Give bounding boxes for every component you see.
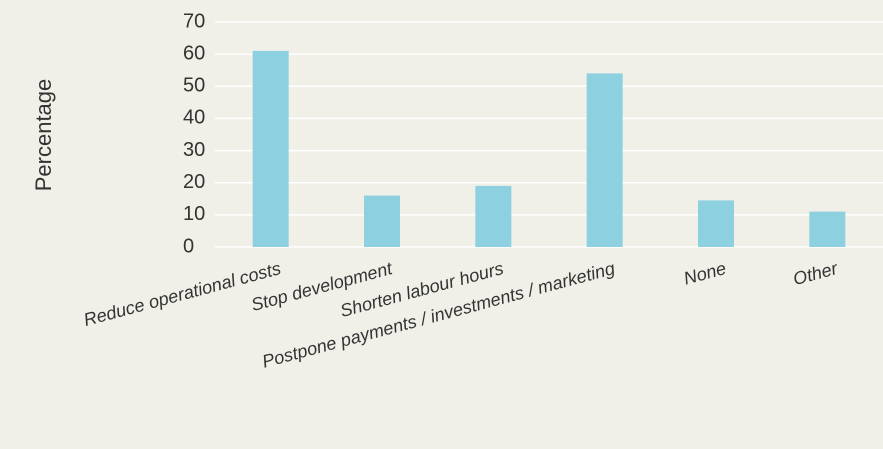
- y-axis-label: Percentage: [31, 79, 56, 192]
- y-tick-label: 60: [183, 42, 205, 64]
- y-tick-label: 20: [183, 171, 205, 193]
- bar: [809, 211, 846, 247]
- bar: [252, 50, 289, 247]
- y-tick-label: 30: [183, 139, 205, 161]
- y-tick-label: 50: [183, 75, 205, 97]
- bar: [698, 200, 734, 247]
- y-tick-label: 70: [183, 10, 205, 32]
- bar: [586, 73, 623, 247]
- y-tick-label: 0: [183, 235, 194, 257]
- bar: [364, 195, 400, 247]
- bar: [475, 185, 512, 247]
- y-tick-label: 40: [183, 107, 205, 129]
- y-tick-label: 10: [183, 203, 205, 225]
